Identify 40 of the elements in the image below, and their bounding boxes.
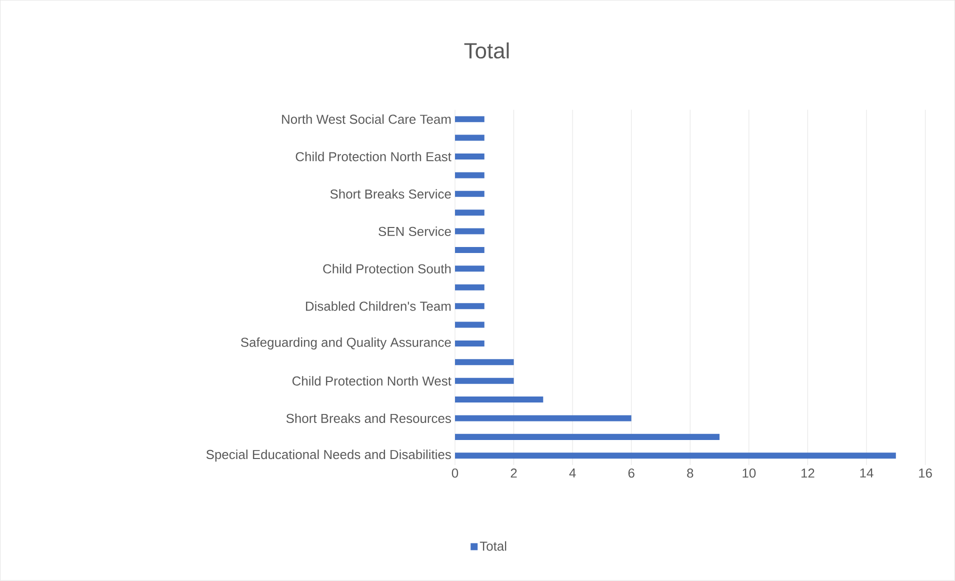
bar xyxy=(454,340,484,347)
y-tick-label: Short Breaks Service xyxy=(330,189,451,199)
y-tick-label: North West Social Care Team xyxy=(282,114,451,124)
bar xyxy=(454,191,484,198)
bar xyxy=(454,452,896,459)
x-tick-label: 14 xyxy=(860,468,874,478)
bar xyxy=(454,284,484,290)
bar xyxy=(454,378,514,384)
bar xyxy=(454,359,514,366)
bar xyxy=(454,247,484,254)
chart-title: Total xyxy=(464,42,509,59)
bar xyxy=(454,210,484,216)
bar xyxy=(454,228,484,234)
x-tick-label: 0 xyxy=(452,468,458,478)
x-tick-label: 4 xyxy=(569,468,576,478)
bar xyxy=(454,434,720,440)
y-tick-label: Child Protection North East xyxy=(296,152,452,162)
y-tick-label: Child Protection North West xyxy=(292,376,452,386)
x-tick-label: 16 xyxy=(919,468,932,478)
y-tick-label: Disabled Children's Team xyxy=(306,301,451,311)
x-tick-label: 6 xyxy=(628,468,634,478)
bar xyxy=(454,116,484,122)
bar xyxy=(454,396,544,403)
x-tick-label: 10 xyxy=(742,468,756,478)
bar xyxy=(454,134,484,141)
x-tick-label: 2 xyxy=(510,468,517,478)
bar xyxy=(454,154,484,160)
y-tick-label: Special Educational Needs and Disabilities xyxy=(206,450,451,462)
x-tick-label: 8 xyxy=(687,468,694,478)
bar xyxy=(454,172,484,178)
bar xyxy=(454,303,484,310)
y-tick-label: SEN Service xyxy=(378,226,451,236)
bar xyxy=(454,322,484,328)
y-tick-label: Child Protection South xyxy=(323,264,451,274)
legend-label: Total xyxy=(480,541,506,551)
bar xyxy=(454,266,484,272)
y-tick-label: Short Breaks and Resources xyxy=(286,414,451,424)
y-tick-label: Safeguarding and Quality Assurance xyxy=(240,338,451,350)
x-tick-label: 12 xyxy=(801,468,814,478)
bar xyxy=(454,415,632,422)
